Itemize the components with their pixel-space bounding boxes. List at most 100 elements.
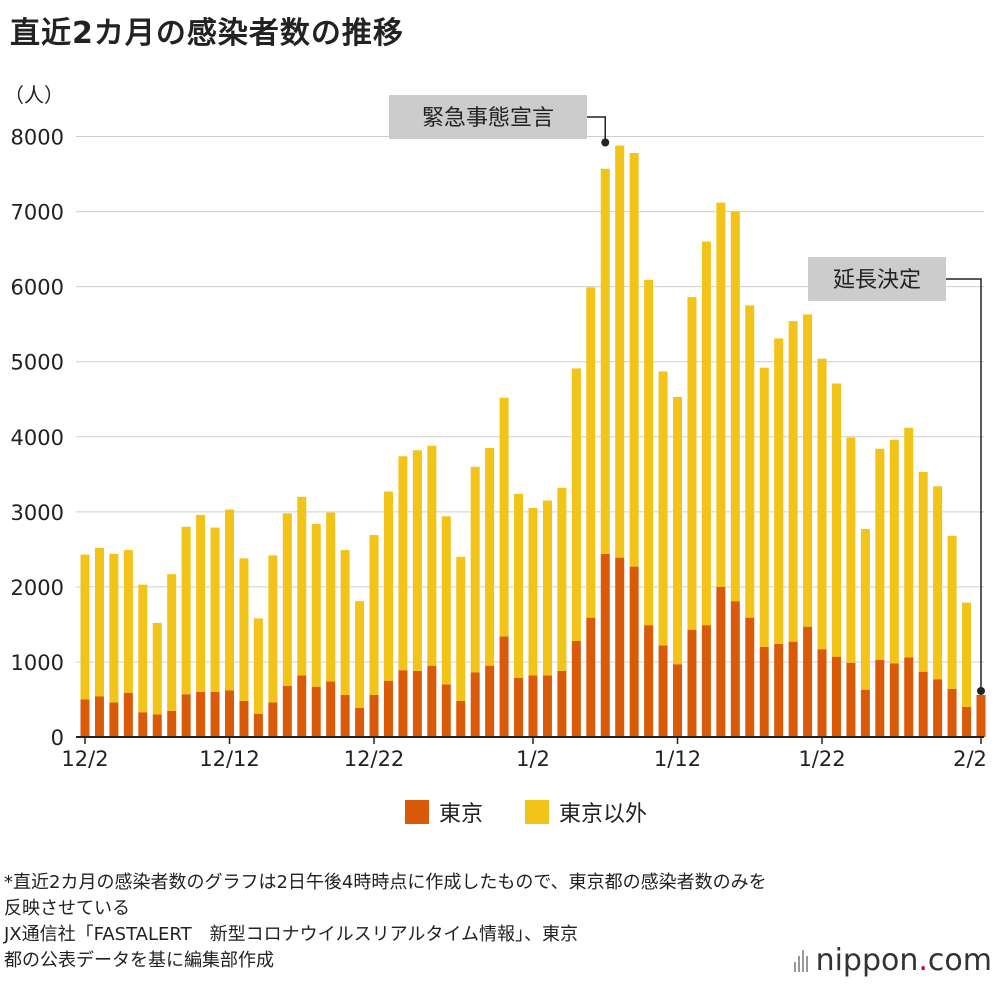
bar-tokyo	[716, 586, 726, 737]
callout-leader-extension	[946, 278, 982, 691]
bar-other	[109, 553, 119, 703]
callout-dot-emergency	[601, 138, 610, 147]
bar-other	[904, 427, 914, 658]
bar-tokyo	[109, 702, 119, 737]
bar-other	[687, 297, 697, 630]
y-tick-label: 2000	[11, 576, 64, 600]
bar-other	[600, 168, 610, 554]
bar-tokyo	[528, 675, 538, 737]
bar-other	[369, 535, 379, 695]
bar-other	[514, 493, 524, 678]
bar-other	[485, 448, 495, 666]
bar-tokyo	[701, 625, 711, 737]
logo-text-left: nippon	[815, 943, 919, 978]
callout-text-emergency: 緊急事態宣言	[422, 106, 554, 131]
bar-other	[557, 487, 567, 671]
bar-other	[860, 529, 870, 690]
bar-other	[441, 516, 451, 685]
logo-mark-icon	[793, 949, 810, 972]
bar-other	[730, 211, 740, 602]
bar-tokyo	[947, 688, 957, 737]
y-tick-label: 6000	[11, 276, 64, 300]
bar-other	[788, 321, 798, 642]
bar-tokyo	[239, 700, 249, 737]
bar-other	[253, 618, 263, 714]
legend: 東京 東京以外	[405, 796, 689, 828]
bar-tokyo	[253, 713, 263, 737]
legend-swatch-other	[525, 800, 550, 824]
logo-text-right: com	[927, 943, 992, 978]
bar-tokyo	[831, 656, 841, 737]
bar-tokyo	[470, 672, 480, 737]
bar-other	[947, 535, 957, 689]
bar-other	[383, 491, 393, 681]
bar-tokyo	[311, 686, 321, 737]
bar-tokyo	[398, 670, 408, 737]
bar-tokyo	[427, 665, 437, 737]
x-tick-label: 2/2	[953, 747, 987, 771]
bar-other	[499, 397, 509, 637]
x-tick-label: 12/22	[344, 747, 405, 771]
bar-other	[167, 574, 177, 711]
y-tick-label: 8000	[11, 126, 64, 150]
bar-other	[152, 622, 162, 715]
bar-other	[586, 287, 596, 618]
bar-other	[427, 445, 437, 666]
bar-tokyo	[745, 617, 755, 737]
bar-tokyo	[687, 629, 697, 737]
x-tick-label: 1/2	[516, 747, 550, 771]
y-tick-label: 3000	[11, 501, 64, 525]
y-axis-label: （人）	[4, 83, 64, 107]
bar-tokyo	[225, 690, 235, 737]
x-tick-label: 1/22	[798, 747, 845, 771]
bar-other	[282, 513, 292, 686]
bar-tokyo	[80, 699, 90, 737]
logo-text-dot: .	[918, 943, 928, 978]
bar-tokyo	[586, 617, 596, 737]
bar-other	[918, 472, 928, 672]
y-tick-label: 5000	[11, 351, 64, 375]
bar-tokyo	[268, 702, 278, 737]
y-tick-label: 7000	[11, 201, 64, 225]
bar-other	[225, 509, 235, 691]
bar-tokyo	[644, 625, 654, 737]
bar-tokyo	[730, 601, 740, 737]
callout-box-extension	[808, 257, 946, 301]
bars	[80, 145, 986, 737]
bar-tokyo	[904, 657, 914, 737]
bar-other	[701, 241, 711, 626]
bar-tokyo	[456, 700, 466, 737]
nippon-logo: nippon. com	[793, 943, 992, 978]
bar-other	[456, 556, 466, 701]
bar-other	[470, 466, 480, 673]
bar-tokyo	[600, 553, 610, 737]
bar-other	[138, 584, 148, 713]
bar-tokyo	[123, 692, 133, 737]
legend-label-tokyo: 東京	[439, 802, 484, 827]
bar-other	[181, 526, 191, 695]
x-tick-label: 1/12	[654, 747, 701, 771]
bar-other	[571, 368, 581, 641]
bar-other	[933, 486, 943, 680]
bar-other	[774, 338, 784, 644]
x-tick-label: 12/12	[199, 747, 260, 771]
bar-tokyo	[297, 675, 307, 737]
bar-other	[94, 547, 104, 697]
bar-other	[398, 456, 408, 671]
bar-other	[340, 550, 350, 695]
bar-other	[412, 450, 422, 671]
bar-tokyo	[94, 696, 104, 737]
bar-tokyo	[485, 665, 495, 737]
bar-tokyo	[383, 680, 393, 737]
bar-tokyo	[181, 694, 191, 737]
bar-tokyo	[152, 714, 162, 737]
chart-title: 直近2カ月の感染者数の推移	[10, 16, 404, 51]
footnote: *直近2カ月の感染者数のグラフは2日午後4時時点に作成したもので、東京都の感染者…	[4, 870, 994, 974]
bar-other	[629, 153, 639, 567]
bar-tokyo	[658, 645, 668, 737]
callout-text-extension: 延長決定	[833, 268, 921, 293]
bar-other	[196, 514, 206, 692]
bar-tokyo	[557, 670, 567, 737]
x-axis: 12/2 12/12 12/22 1/2 1/12 1/22 2/2	[61, 736, 987, 771]
